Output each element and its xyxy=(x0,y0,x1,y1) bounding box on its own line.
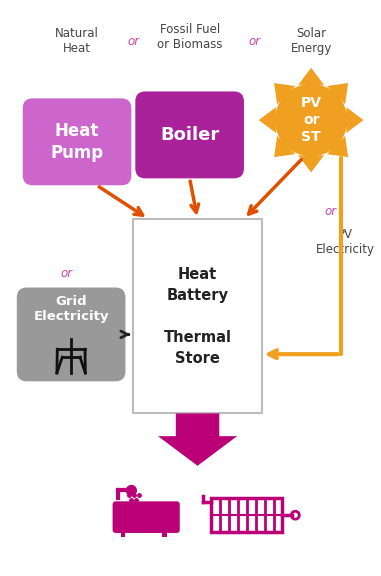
Text: Natural
Heat: Natural Heat xyxy=(55,27,99,55)
Polygon shape xyxy=(158,414,237,466)
Text: or: or xyxy=(325,206,337,218)
Text: or: or xyxy=(60,267,72,280)
Polygon shape xyxy=(298,68,324,85)
Bar xyxy=(162,530,167,537)
Polygon shape xyxy=(298,156,324,172)
Polygon shape xyxy=(259,107,276,133)
Text: Fossil Fuel
or Biomass: Fossil Fuel or Biomass xyxy=(157,23,223,51)
Text: Grid
Electricity: Grid Electricity xyxy=(34,295,109,323)
FancyBboxPatch shape xyxy=(113,501,180,533)
Text: or: or xyxy=(127,35,139,48)
Text: Boiler: Boiler xyxy=(160,126,219,144)
Polygon shape xyxy=(274,83,295,104)
Polygon shape xyxy=(327,83,348,104)
Polygon shape xyxy=(274,136,295,157)
Text: Solar
Energy: Solar Energy xyxy=(290,27,332,55)
FancyBboxPatch shape xyxy=(135,92,244,179)
Circle shape xyxy=(275,85,347,156)
FancyBboxPatch shape xyxy=(17,287,125,381)
Text: PV
or
ST: PV or ST xyxy=(301,96,322,145)
Text: PV
Electricity: PV Electricity xyxy=(316,228,375,256)
FancyBboxPatch shape xyxy=(23,98,131,185)
Bar xyxy=(120,530,125,537)
Text: Heat
Pump: Heat Pump xyxy=(50,122,104,162)
Bar xyxy=(133,219,262,414)
Polygon shape xyxy=(346,107,363,133)
Bar xyxy=(211,498,282,532)
Polygon shape xyxy=(327,136,348,157)
Circle shape xyxy=(126,486,136,495)
Text: or: or xyxy=(249,35,261,48)
Text: Heat
Battery

Thermal
Store: Heat Battery Thermal Store xyxy=(163,267,232,366)
